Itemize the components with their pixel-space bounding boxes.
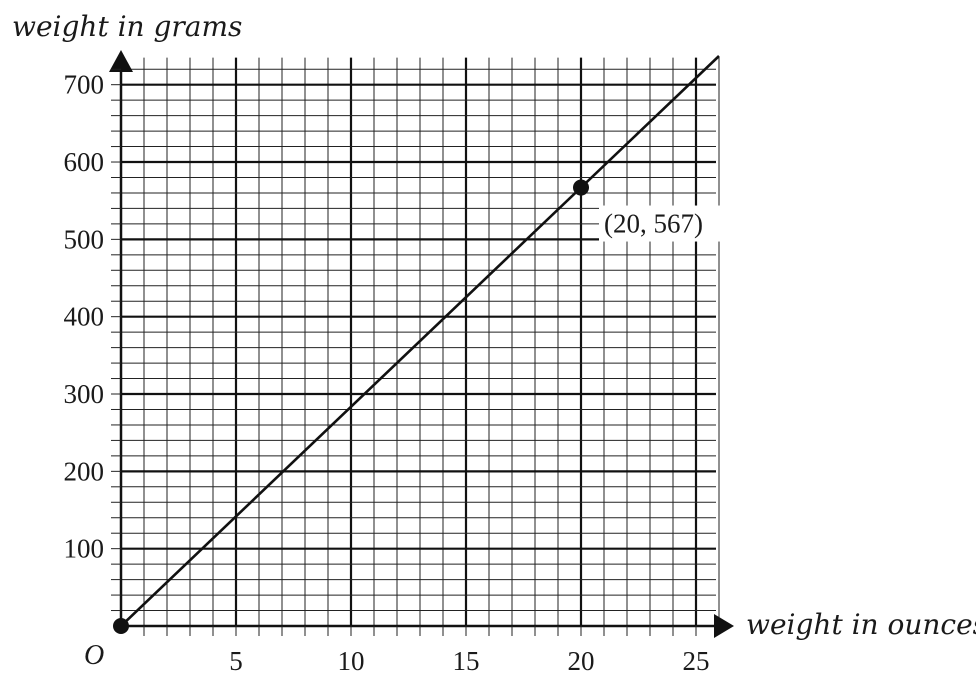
y-tick-label: 400 [64,302,105,332]
data-point [113,618,129,634]
point-label-background [599,205,729,242]
x-axis-label: weight in ounces [746,608,976,641]
y-tick-label: 200 [64,456,105,486]
x-tick-label: 15 [453,646,480,676]
series-line [120,55,720,627]
x-tick-label: 25 [683,646,710,676]
axes [109,50,734,638]
points: (20, 567) [113,179,729,634]
y-tick-label: 600 [64,147,105,177]
x-axis-arrow [714,614,734,638]
data-point [573,179,589,196]
y-tick-label: 700 [64,70,105,100]
x-tick-label: 5 [229,646,243,676]
y-axis-arrow [109,50,133,72]
y-tick-label: 100 [64,534,105,564]
point-label: (20, 567) [604,209,703,239]
tick-labels: 5 10 15 20 25 100 200 300 400 500 600 700 [64,70,710,676]
y-tick-label: 500 [64,224,105,254]
y-axis-label: weight in grams [12,10,242,43]
origin-label: O [84,640,104,671]
series [120,55,720,627]
x-tick-label: 20 [568,646,595,676]
y-tick-label: 300 [64,379,105,409]
x-tick-label: 10 [338,646,365,676]
